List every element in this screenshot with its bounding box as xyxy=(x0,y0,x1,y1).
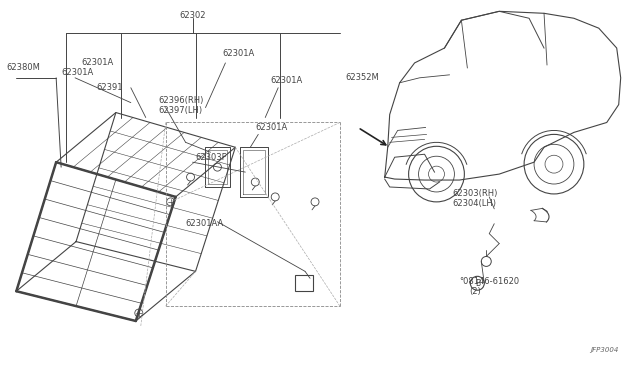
Bar xyxy=(295,275,313,291)
Text: 62301A: 62301A xyxy=(61,68,93,77)
Text: 62397(LH): 62397(LH) xyxy=(159,106,203,115)
Text: 62301A: 62301A xyxy=(270,76,303,85)
Text: 62303F: 62303F xyxy=(196,153,227,162)
Text: JFP3004: JFP3004 xyxy=(590,347,619,353)
Text: 62380M: 62380M xyxy=(6,63,40,73)
Text: 62391: 62391 xyxy=(96,83,122,92)
Text: 62396(RH): 62396(RH) xyxy=(159,96,204,105)
Text: 62303(RH): 62303(RH) xyxy=(452,189,498,198)
Text: (2): (2) xyxy=(469,287,481,296)
Text: 62301A: 62301A xyxy=(255,123,287,132)
Text: 62302: 62302 xyxy=(179,11,206,20)
Text: B: B xyxy=(475,279,480,288)
Text: 62352M: 62352M xyxy=(345,73,379,82)
Text: °08146-61620: °08146-61620 xyxy=(460,277,520,286)
Text: 62301A: 62301A xyxy=(223,48,255,58)
Text: 62301A: 62301A xyxy=(81,58,113,67)
Text: 62301AA: 62301AA xyxy=(186,219,224,228)
Text: 62304(LH): 62304(LH) xyxy=(452,199,497,208)
